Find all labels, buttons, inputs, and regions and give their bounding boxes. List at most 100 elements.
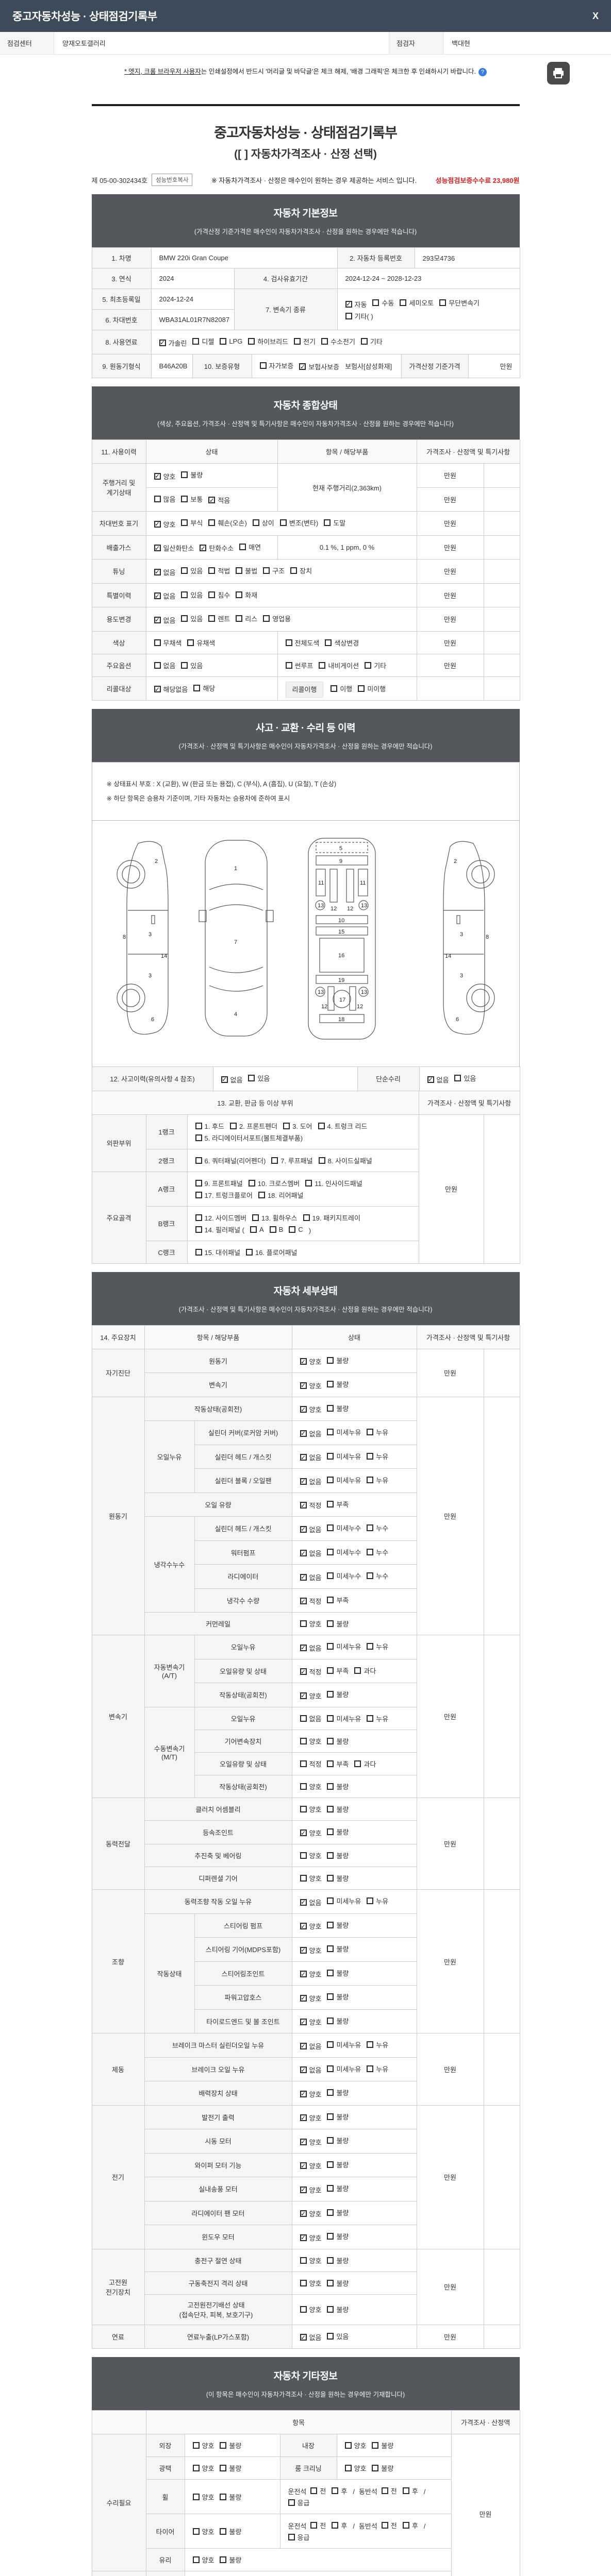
checkbox-option[interactable]: 9. 프론트패널 xyxy=(195,1178,243,1188)
checkbox-icon[interactable] xyxy=(327,1852,334,1859)
checkbox-icon[interactable] xyxy=(192,2528,200,2535)
checkbox-option[interactable]: 훼손(오손) xyxy=(208,518,247,528)
checkbox-option[interactable]: LPG xyxy=(220,337,242,345)
checkbox-option[interactable]: 불량 xyxy=(327,2304,349,2314)
checkbox-option[interactable]: 양호 xyxy=(344,2463,366,2473)
checkbox-icon[interactable] xyxy=(319,662,326,669)
checkbox-checked-icon[interactable]: ✓ xyxy=(300,1453,307,1461)
checkbox-option[interactable]: 불법 xyxy=(236,566,257,575)
checkbox-option[interactable]: 이행 xyxy=(331,684,352,693)
checkbox-option[interactable]: 미세누수 xyxy=(327,1523,361,1533)
checkbox-icon[interactable] xyxy=(192,2465,200,2471)
checkbox-icon[interactable] xyxy=(402,2487,409,2494)
checkbox-option[interactable]: 19. 패키지트레이 xyxy=(303,1213,360,1223)
checkbox-icon[interactable] xyxy=(327,2065,334,2072)
checkbox-icon[interactable] xyxy=(195,1191,202,1198)
checkbox-option[interactable]: 기타( ) xyxy=(345,311,373,321)
checkbox-icon[interactable] xyxy=(327,1828,334,1835)
checkbox-icon[interactable] xyxy=(300,1852,307,1859)
checkbox-icon[interactable] xyxy=(208,567,216,574)
checkbox-option[interactable]: 불량 xyxy=(220,2555,241,2565)
checkbox-option[interactable]: 없음 xyxy=(154,660,175,670)
checkbox-option[interactable]: 불량 xyxy=(327,2208,349,2217)
checkbox-checked-icon[interactable]: ✓ xyxy=(300,1382,307,1389)
checkbox-option[interactable]: 미세누유 xyxy=(327,1641,361,1651)
checkbox-option[interactable]: ✓ 양호 xyxy=(300,1993,321,2003)
checkbox-option[interactable]: ✓ 없음 xyxy=(300,1572,321,1582)
checkbox-checked-icon[interactable]: ✓ xyxy=(300,1405,307,1413)
checkbox-option[interactable]: 자가보증 xyxy=(259,361,293,370)
checkbox-option[interactable]: 양호 xyxy=(192,2527,214,2536)
checkbox-icon[interactable] xyxy=(367,2041,374,2048)
checkbox-checked-icon[interactable]: ✓ xyxy=(300,2234,307,2241)
checkbox-icon[interactable] xyxy=(327,1429,334,1435)
checkbox-icon[interactable] xyxy=(327,1524,334,1531)
checkbox-option[interactable]: 불량 xyxy=(327,2112,349,2122)
checkbox-option[interactable]: 많음 xyxy=(154,494,175,504)
checkbox-option[interactable]: 기타 xyxy=(360,336,383,346)
close-icon[interactable]: X xyxy=(592,10,599,21)
checkbox-icon[interactable] xyxy=(271,1157,278,1164)
checkbox-option[interactable]: 색상변경 xyxy=(325,638,359,648)
checkbox-option[interactable]: 양호 xyxy=(192,2492,214,2502)
checkbox-option[interactable]: 후 xyxy=(402,2520,418,2530)
checkbox-option[interactable]: 불량 xyxy=(327,1782,349,1791)
checkbox-option[interactable]: 양호 xyxy=(300,1873,321,1883)
checkbox-checked-icon[interactable]: ✓ xyxy=(300,1668,307,1675)
checkbox-icon[interactable] xyxy=(439,299,447,307)
checkbox-option[interactable]: 전 xyxy=(381,2486,397,2496)
checkbox-option[interactable]: 있음 xyxy=(248,1073,270,1083)
checkbox-option[interactable]: 누유 xyxy=(367,1641,388,1651)
checkbox-option[interactable]: 응급 xyxy=(288,2498,309,2507)
checkbox-option[interactable]: ✓ 없음 xyxy=(154,615,175,625)
checkbox-icon[interactable] xyxy=(195,1214,202,1221)
checkbox-icon[interactable] xyxy=(327,2089,334,2096)
checkbox-icon[interactable] xyxy=(246,1248,253,1256)
checkbox-icon[interactable] xyxy=(327,2257,334,2264)
checkbox-icon[interactable] xyxy=(367,1452,374,1460)
checkbox-option[interactable]: 12. 사이드멤버 xyxy=(195,1213,246,1223)
checkbox-icon[interactable] xyxy=(372,299,379,307)
checkbox-option[interactable]: 상이 xyxy=(252,518,274,528)
checkbox-option[interactable]: 장치 xyxy=(290,566,312,575)
checkbox-option[interactable]: 누수 xyxy=(367,1571,388,1581)
checkbox-option[interactable]: 부식 xyxy=(181,518,203,528)
checkbox-icon[interactable] xyxy=(354,1760,361,1767)
checkbox-icon[interactable] xyxy=(327,1805,334,1812)
checkbox-icon[interactable] xyxy=(327,2332,334,2340)
checkbox-option[interactable]: 불량 xyxy=(327,1992,349,2002)
checkbox-checked-icon[interactable]: ✓ xyxy=(154,544,161,552)
checkbox-icon[interactable] xyxy=(400,299,407,307)
checkbox-option[interactable]: 누유 xyxy=(367,1896,388,1906)
checkbox-icon[interactable] xyxy=(248,1179,255,1187)
checkbox-option[interactable]: ✓ 가솔린 xyxy=(159,338,187,348)
checkbox-option[interactable]: A xyxy=(250,1226,264,1233)
checkbox-option[interactable]: ✓ 없음 xyxy=(300,1524,321,1534)
copy-number-button[interactable]: 성능번호복사 xyxy=(152,174,193,186)
checkbox-option[interactable]: 미세누유 xyxy=(327,1475,361,1485)
checkbox-checked-icon[interactable]: ✓ xyxy=(300,2162,307,2170)
checkbox-icon[interactable] xyxy=(310,2487,318,2494)
checkbox-option[interactable]: 변조(변타) xyxy=(279,518,318,528)
checkbox-option[interactable]: 불량 xyxy=(181,470,203,480)
checkbox-option[interactable]: 렌트 xyxy=(208,614,230,623)
checkbox-checked-icon[interactable]: ✓ xyxy=(300,1597,307,1605)
checkbox-option[interactable]: 누유 xyxy=(367,1714,388,1723)
checkbox-icon[interactable] xyxy=(303,1214,310,1221)
checkbox-icon[interactable] xyxy=(327,1572,334,1579)
checkbox-checked-icon[interactable]: ✓ xyxy=(300,2042,307,2049)
checkbox-icon[interactable] xyxy=(220,2493,227,2500)
checkbox-icon[interactable] xyxy=(327,1452,334,1460)
checkbox-checked-icon[interactable]: ✓ xyxy=(300,1970,307,1978)
checkbox-option[interactable]: 디젤 xyxy=(192,336,214,346)
checkbox-option[interactable]: 적법 xyxy=(208,566,230,575)
checkbox-option[interactable]: 불량 xyxy=(327,1944,349,1954)
checkbox-icon[interactable] xyxy=(229,1122,237,1129)
checkbox-icon[interactable] xyxy=(236,615,243,622)
checkbox-icon[interactable] xyxy=(454,1075,461,1081)
checkbox-option[interactable]: 양호 xyxy=(300,2278,321,2288)
checkbox-icon[interactable] xyxy=(327,1760,334,1767)
help-icon[interactable]: ? xyxy=(478,67,487,76)
checkbox-option[interactable]: 있음 xyxy=(181,660,203,670)
checkbox-icon[interactable] xyxy=(327,1500,334,1507)
